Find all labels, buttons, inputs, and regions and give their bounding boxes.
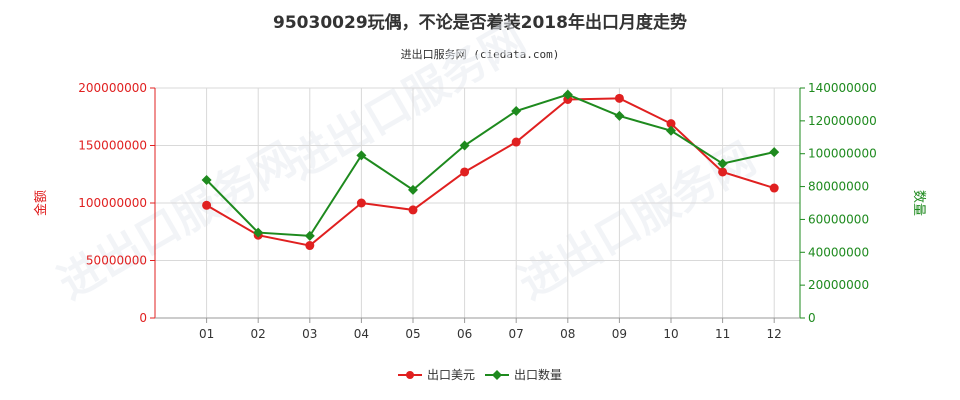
x-axis-tick-label: 07 <box>509 327 524 341</box>
x-axis-tick-label: 06 <box>457 327 472 341</box>
watermark-text: 进出口服务网 <box>510 133 764 309</box>
data-point-circle <box>511 137 521 147</box>
data-point-circle <box>356 198 366 208</box>
x-axis-tick-label: 04 <box>354 327 369 341</box>
legend-item-export-quantity[interactable]: 出口数量 <box>485 367 562 382</box>
legend-marker <box>406 371 414 379</box>
right-axis-tick-label: 80000000 <box>808 180 869 194</box>
left-axis-tick-label: 200000000 <box>78 81 147 95</box>
data-point-diamond <box>666 125 676 136</box>
data-point-circle <box>769 183 779 193</box>
data-point-circle <box>408 205 418 215</box>
legend-label: 出口美元 <box>427 368 475 382</box>
watermark-text: 进出口服务网 <box>280 13 534 189</box>
legend-item-export-value[interactable]: 出口美元 <box>398 368 475 382</box>
right-axis-tick-label: 60000000 <box>808 212 869 226</box>
data-point-diamond <box>769 147 780 158</box>
series-export-value <box>202 93 779 251</box>
data-point-diamond <box>511 106 522 116</box>
left-axis-tick-label: 0 <box>139 311 147 325</box>
data-point-diamond <box>717 158 728 169</box>
data-point-diamond <box>253 227 264 238</box>
data-point-diamond <box>562 89 573 100</box>
x-axis-tick-label: 08 <box>560 327 575 341</box>
watermark-text: 进出口服务网 <box>50 133 304 309</box>
right-axis-tick-label: 100000000 <box>808 147 877 161</box>
series-line <box>206 97 775 247</box>
x-axis-tick-label: 10 <box>663 327 678 341</box>
data-point-diamond <box>408 184 418 195</box>
x-axis-tick-label: 05 <box>405 327 420 341</box>
data-point-circle <box>718 167 728 177</box>
series-layer <box>201 89 780 251</box>
legend-label: 出口数量 <box>514 367 562 382</box>
series-line <box>205 93 775 237</box>
data-point-diamond <box>304 230 315 241</box>
x-axis-tick-label: 12 <box>767 327 782 341</box>
right-axis-tick-label: 120000000 <box>808 114 877 128</box>
left-axis-tick-label: 50000000 <box>86 254 147 268</box>
right-axis-tick-label: 0 <box>808 311 816 325</box>
legend-marker <box>492 370 502 380</box>
x-axis-tick-label: 11 <box>715 327 730 341</box>
data-point-circle <box>305 241 315 251</box>
right-axis-tick-label: 20000000 <box>808 278 869 292</box>
grid-lines <box>155 87 801 318</box>
data-point-diamond <box>459 140 470 151</box>
left-axis-tick-label: 100000000 <box>78 196 147 210</box>
x-axis-tick-label: 02 <box>251 327 266 341</box>
x-axis-tick-label: 01 <box>199 327 214 341</box>
left-axis-tick-label: 150000000 <box>78 139 147 153</box>
right-axis-label: 数量 <box>911 190 926 216</box>
right-axis-tick-label: 40000000 <box>808 245 869 259</box>
series-export-quantity <box>201 89 780 241</box>
right-axis-tick-label: 140000000 <box>808 81 877 95</box>
data-point-circle <box>614 93 624 103</box>
data-point-circle <box>202 200 212 210</box>
x-axis-tick-label: 09 <box>612 327 627 341</box>
data-point-diamond <box>356 150 367 161</box>
data-point-circle <box>666 119 676 129</box>
legend[interactable]: 出口美元 出口数量 <box>398 367 562 382</box>
chart-title: 95030029玩偶，不论是否着装2018年出口月度走势 <box>273 13 687 33</box>
chart-subtitle: 进出口服务网 (ciedata.com) <box>400 48 560 61</box>
left-axis-label: 金额 <box>33 190 49 216</box>
data-point-circle <box>460 167 470 177</box>
data-point-diamond <box>201 175 212 185</box>
x-axis-tick-label: 03 <box>302 327 317 341</box>
data-point-diamond <box>614 110 625 121</box>
